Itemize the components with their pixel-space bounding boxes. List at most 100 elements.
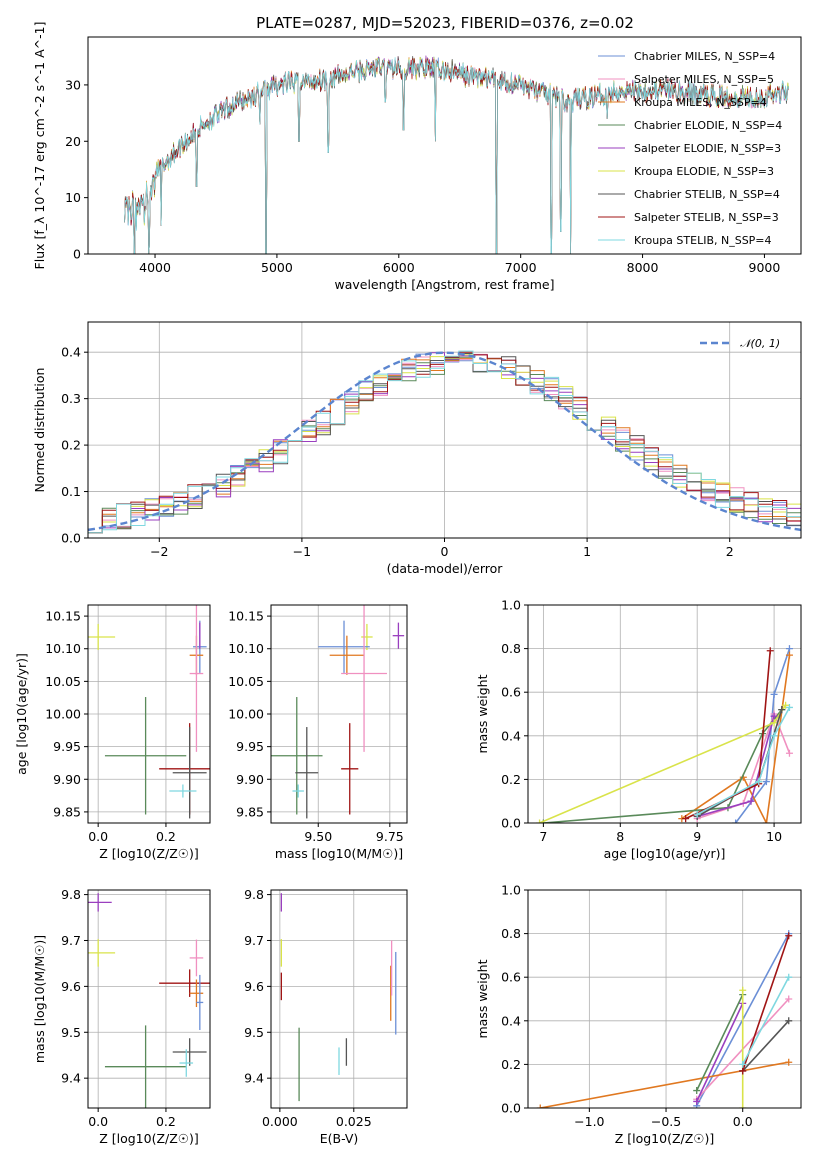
- y-tick-label: 0.2: [61, 438, 81, 453]
- plot-area: [280, 893, 397, 1102]
- plot-area: [536, 645, 793, 823]
- x-tick-label: 0.0: [733, 1114, 753, 1129]
- x-tick-label: −2: [150, 544, 168, 559]
- legend-label: Salpeter MILES, N_SSP=5: [634, 73, 774, 86]
- mass-weight-marker: [732, 819, 740, 823]
- legend: 𝒩(0, 1): [700, 337, 780, 350]
- mass-weight-marker: [762, 819, 770, 823]
- plot-area: [271, 605, 405, 819]
- y-tick-label: 10.00: [228, 707, 264, 722]
- x-axis-label: Z [log10(Z/Z☉)]: [99, 846, 199, 861]
- y-tick-label: 0.4: [61, 345, 81, 360]
- mass-weight-marker: [785, 645, 793, 653]
- errorbar-point: [392, 622, 405, 649]
- x-tick-label: −0.5: [651, 1114, 681, 1129]
- y-tick-label: 1.0: [501, 598, 521, 613]
- legend-label: Kroupa STELIB, N_SSP=4: [634, 234, 772, 247]
- mass-weight-marker: [785, 703, 793, 711]
- x-tick-label: 0: [441, 544, 449, 559]
- y-tick-label: 10.15: [45, 609, 81, 624]
- y-tick-label: 0.0: [61, 531, 81, 546]
- plot-area: [88, 605, 210, 819]
- x-axis-label: E(B-V): [320, 1131, 359, 1146]
- y-tick-label: 0.6: [501, 685, 521, 700]
- y-tick-label: 10.05: [228, 674, 264, 689]
- legend-label: Salpeter STELIB, N_SSP=3: [634, 211, 779, 224]
- x-tick-label: −1: [293, 544, 311, 559]
- legend-label: Salpeter ELODIE, N_SSP=3: [634, 142, 781, 155]
- y-tick-label: 9.4: [61, 1071, 81, 1086]
- axes-frame: [527, 604, 802, 824]
- y-axis-label: Normed distribution: [32, 368, 47, 493]
- x-tick-label: 9.75: [376, 829, 404, 844]
- legend-label: Kroupa MILES, N_SSP=4: [634, 96, 767, 109]
- mass-weight-marker: [536, 1104, 544, 1108]
- y-tick-label: 9.95: [53, 739, 81, 754]
- y-tick-label: 30: [65, 77, 81, 92]
- mass-weight-marker: [785, 1058, 793, 1066]
- x-axis-label: age [log10(age/yr)]: [604, 846, 726, 861]
- y-tick-label: 9.90: [236, 772, 264, 787]
- y-tick-label: 20: [65, 134, 81, 149]
- mass-weight-marker: [770, 690, 778, 698]
- y-tick-label: 10.05: [45, 674, 81, 689]
- legend-label: Chabrier ELODIE, N_SSP=4: [634, 119, 782, 132]
- y-tick-label: 0.3: [61, 391, 81, 406]
- errorbar-point: [88, 939, 116, 967]
- axes-frame: [270, 889, 408, 1109]
- mass-weight-marker: [770, 732, 778, 740]
- x-tick-label: 0.0: [88, 829, 108, 844]
- axes-frame: [527, 889, 802, 1109]
- mass-weight-marker: [770, 712, 778, 720]
- x-tick-label: 0.2: [156, 829, 176, 844]
- y-tick-label: 10.00: [45, 707, 81, 722]
- errorbar-point: [271, 697, 323, 815]
- errorbar-point: [341, 723, 359, 815]
- x-tick-label: 0.025: [336, 1114, 372, 1129]
- y-tick-label: 0: [73, 247, 81, 262]
- x-axis-label: Z [log10(Z/Z☉)]: [99, 1131, 199, 1146]
- x-axis-label: Z [log10(Z/Z☉)]: [615, 1131, 715, 1146]
- axes-frame: [87, 36, 802, 255]
- y-axis-label: mass weight: [475, 959, 490, 1038]
- errorbar-point: [179, 1049, 194, 1077]
- plot-area: [536, 930, 793, 1108]
- legend-label: 𝒩(0, 1): [740, 337, 780, 350]
- errorbar-point: [341, 605, 387, 752]
- y-tick-label: 10.15: [228, 609, 264, 624]
- panel-spectrum: 4000 5000 6000 7000 8000 9000 0 10 20 30 wavelengt…: [32, 22, 802, 292]
- y-tick-label: 9.95: [236, 739, 264, 754]
- mass-weight-line: [696, 711, 791, 820]
- mass-weight-marker: [770, 719, 778, 727]
- mass-weight-marker: [739, 1060, 747, 1068]
- y-tick-label: 0.8: [501, 926, 521, 941]
- mass-weight-line: [741, 976, 790, 1065]
- panel-residuals: −2 −1 0 1 2 0.0 0.1 0.2 0.3 0.4 (data-model)/error…: [32, 321, 802, 576]
- x-tick-label: 0.0: [88, 1114, 108, 1129]
- mass-weight-line: [681, 654, 791, 823]
- mass-weight-marker: [785, 932, 793, 940]
- panel-mass-vs-Z: 0.0 0.2 9.4 9.5 9.6 9.7 9.8 Z [log10(Z/Z☉)] mass…: [32, 887, 211, 1146]
- errorbar-point: [88, 893, 112, 912]
- axes-frame: [87, 889, 211, 1109]
- x-tick-label: 0.000: [262, 1114, 298, 1129]
- y-tick-label: 9.8: [61, 887, 81, 902]
- mass-weight-marker: [785, 973, 793, 981]
- normal-curve: [88, 351, 801, 532]
- y-tick-label: 9.6: [61, 979, 81, 994]
- plot-area: [88, 893, 210, 1108]
- errorbar-point: [295, 727, 319, 819]
- y-tick-label: 9.8: [244, 887, 264, 902]
- y-tick-label: 0.6: [501, 970, 521, 985]
- mass-weight-marker: [785, 995, 793, 1003]
- y-tick-label: 9.7: [61, 933, 81, 948]
- x-tick-label: 9000: [749, 260, 781, 275]
- panel-mass-weight-vs-age: 7 8 9 10 0.0 0.2 0.4 0.6 0.8 1.0 age [log10(age/yr…: [475, 598, 802, 861]
- histogram-step: [88, 350, 801, 534]
- x-tick-label: −1.0: [574, 1114, 604, 1129]
- legend: Chabrier MILES, N_SSP=4 Salpeter MILES, N…: [598, 50, 782, 247]
- x-tick-label: 10: [766, 829, 782, 844]
- mass-weight-marker: [785, 1017, 793, 1025]
- x-tick-label: 9.50: [304, 829, 332, 844]
- mass-weight-marker: [739, 1067, 747, 1075]
